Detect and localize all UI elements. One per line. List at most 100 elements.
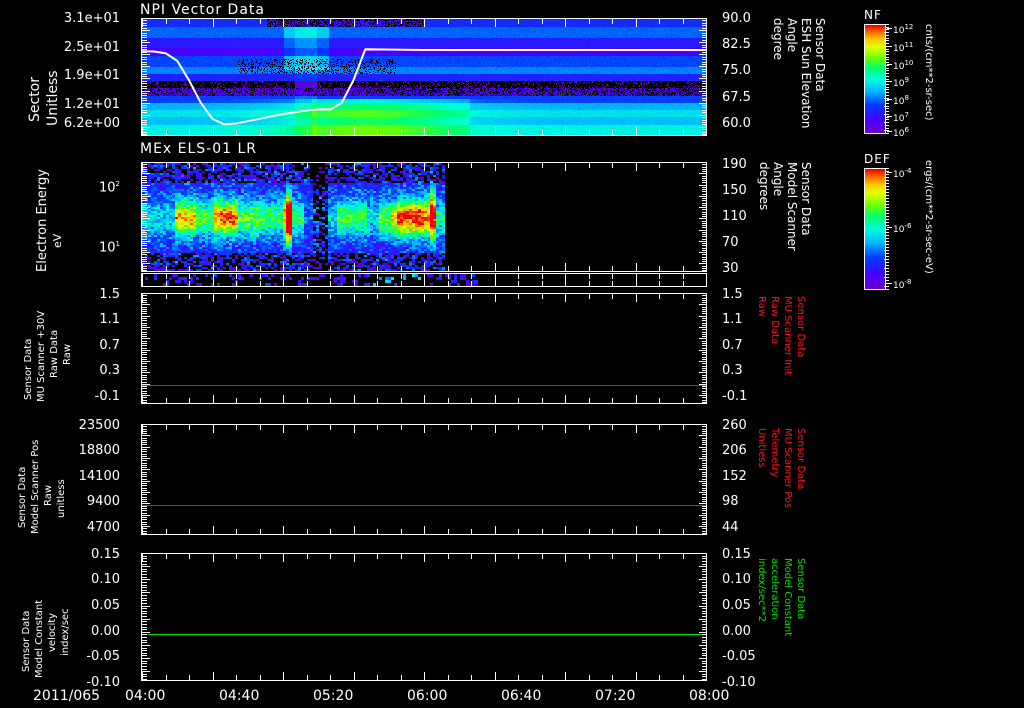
panel2-ylabel-line1: Electron Energy — [35, 169, 50, 272]
cb2ticks-minor-tick — [886, 244, 889, 245]
cb1ticks-minor-tick — [884, 40, 889, 41]
panel2-ytick-0: 10^2102 — [98, 180, 120, 196]
panel4-series-line — [142, 505, 706, 506]
x-tick — [189, 130, 190, 135]
panel4-right-label-line2: MU Scanner Pos — [782, 428, 793, 509]
def-colorbar-label: DEF — [864, 152, 891, 166]
panel5-ylabel-line1: Sensor Data — [21, 610, 32, 672]
x-tick — [471, 281, 472, 286]
panel4-right-label-line4: Unitless — [756, 428, 767, 468]
panel3-ylabel-line4: Raw — [62, 343, 73, 365]
x-tick — [377, 130, 378, 135]
x-tick — [424, 672, 425, 680]
panel3-ytick-4: -0.1 — [94, 389, 120, 404]
x-tick — [495, 19, 496, 27]
p3frame-right-tick-ladder — [698, 293, 707, 404]
cb2ticks-minor-tick — [886, 283, 889, 284]
x-tick — [236, 294, 237, 299]
x-tick — [401, 130, 402, 135]
x-tick — [448, 425, 449, 430]
x-tick — [636, 526, 637, 534]
x-tick — [612, 274, 613, 279]
panel5-ytick-right-0: 0.15 — [722, 547, 751, 562]
x-tick — [659, 19, 660, 24]
x-tick — [683, 266, 684, 271]
panel1-plot-area[interactable] — [141, 18, 707, 136]
cb1ticks-minor-tick — [886, 76, 889, 77]
x-tick — [683, 274, 684, 279]
cb2ticks-minor-tick — [884, 286, 889, 287]
x-tick — [354, 163, 355, 171]
x-tick — [518, 281, 519, 286]
x-tick — [260, 281, 261, 286]
panel3-ytick-right-1: 1.1 — [722, 312, 743, 327]
x-tick — [166, 19, 167, 24]
x-tick — [236, 130, 237, 135]
x-tick — [659, 274, 660, 279]
x-tick — [213, 294, 214, 302]
x-tick — [448, 130, 449, 135]
x-tick — [659, 554, 660, 559]
x-tick — [283, 672, 284, 680]
panel3-right-label-line3: Raw Data — [769, 296, 780, 345]
x-tick — [683, 294, 684, 299]
panel3-ytick-0: 1.5 — [99, 287, 120, 302]
x-tick — [542, 398, 543, 403]
cb1ticks-tick-1 — [887, 46, 892, 47]
cb1ticks-minor-tick — [886, 51, 889, 52]
x-tick — [142, 672, 143, 680]
x-tick — [448, 675, 449, 680]
panel4-plot-area[interactable] — [141, 424, 707, 535]
def-colorbar[interactable] — [864, 168, 886, 290]
nf-colorbar[interactable] — [864, 24, 886, 134]
panel4-ytick-right-0: 260 — [722, 418, 747, 433]
cb2ticks-minor-tick — [886, 274, 889, 275]
panel1-right-label-line1: Sensor Data — [813, 18, 827, 92]
x-tick — [495, 425, 496, 433]
x-tick — [495, 395, 496, 403]
x-tick — [612, 19, 613, 24]
panel5-right-label-line3: acceleration — [769, 558, 780, 620]
x-tick — [683, 163, 684, 168]
panel3-right-label-line1: Sensor Data — [795, 296, 806, 358]
cb1ticks-minor-tick — [886, 35, 889, 36]
x-tick — [448, 529, 449, 534]
x-tick — [589, 398, 590, 403]
cb1ticks-minor-tick — [884, 73, 889, 74]
cb2ticks-minor-tick — [886, 192, 889, 193]
x-tick — [307, 554, 308, 559]
x-tick — [142, 127, 143, 135]
x-tick — [307, 266, 308, 271]
panel2-lower-strip[interactable] — [141, 273, 707, 287]
x-tick — [260, 130, 261, 135]
nf-colorbar-ticks: 1012 1011 1010 109 108 107 106 — [884, 24, 922, 139]
x-tick — [354, 395, 355, 403]
x-tick — [401, 529, 402, 534]
x-tick — [236, 19, 237, 24]
x-tick — [636, 163, 637, 171]
x-tick — [377, 163, 378, 168]
cb1ticks-minor-tick — [886, 59, 889, 60]
panel4-ylabel-line2: Model Scanner Pos — [30, 439, 41, 534]
x-tick — [589, 675, 590, 680]
panel3-plot-area[interactable] — [141, 293, 707, 404]
x-tick — [213, 526, 214, 534]
panel2-ytick-right-1: 150 — [722, 183, 747, 198]
x-tick — [542, 294, 543, 299]
x-tick — [330, 281, 331, 286]
panel2-plot-area[interactable] — [141, 162, 707, 272]
panel1-ytick-right-0: 90.0 — [722, 11, 751, 26]
panel3-ytick-right-3: 0.3 — [722, 363, 743, 378]
panel5-plot-area[interactable] — [141, 553, 707, 681]
panel5-ytick-right-5: -0.10 — [722, 675, 756, 690]
cb2ticks-minor-tick — [884, 213, 889, 214]
x-tick — [330, 130, 331, 135]
x-tick — [213, 278, 214, 286]
x-tick — [354, 554, 355, 562]
x-tick — [260, 529, 261, 534]
panel1-ytick-4: 6.2e+00 — [63, 116, 120, 131]
cb2ticks-minor-tick — [886, 247, 889, 248]
x-tick — [612, 529, 613, 534]
panel1-title: NPI Vector Data — [140, 2, 265, 18]
